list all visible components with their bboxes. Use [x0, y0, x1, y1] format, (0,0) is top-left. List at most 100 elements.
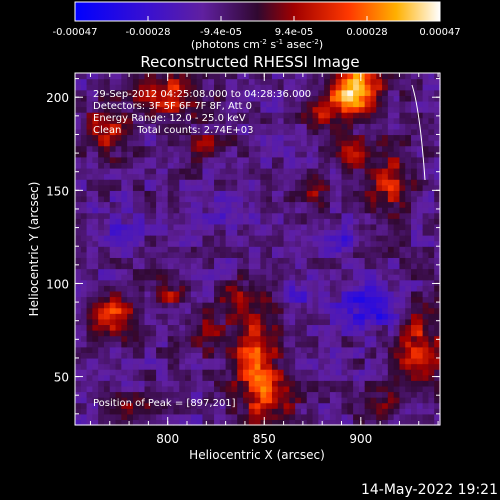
- heatmap-cell: [428, 100, 435, 108]
- heatmap-cell: [324, 335, 331, 342]
- heatmap-cell: [225, 268, 233, 275]
- heatmap-cell: [370, 385, 377, 393]
- heatmap-cell: [202, 290, 209, 298]
- heatmap-cell: [335, 84, 343, 91]
- heatmap-cell: [370, 173, 377, 180]
- heatmap-cell: [434, 235, 441, 242]
- heatmap-cell: [399, 285, 406, 292]
- heatmap-cell: [196, 195, 204, 203]
- heatmap-cell: [411, 318, 418, 326]
- heatmap-cell: [295, 112, 302, 119]
- heatmap-cell: [92, 162, 99, 169]
- heatmap-cell: [387, 207, 395, 214]
- heatmap-cell: [324, 346, 331, 353]
- heatmap-cell: [121, 352, 128, 359]
- heatmap-cell: [277, 290, 285, 298]
- heatmap-cell: [393, 95, 401, 102]
- heatmap-cell: [289, 112, 296, 119]
- heatmap-cell: [127, 117, 134, 124]
- heatmap-cell: [144, 385, 151, 393]
- heatmap-cell: [190, 268, 198, 275]
- heatmap-cell: [75, 212, 82, 219]
- heatmap-cell: [75, 201, 82, 208]
- heatmap-cell: [75, 123, 82, 130]
- heatmap-cell: [103, 123, 111, 130]
- heatmap-cell: [86, 229, 93, 236]
- heatmap-cell: [347, 262, 354, 270]
- heatmap-cell: [103, 112, 111, 119]
- heatmap-cell: [219, 357, 227, 365]
- heatmap-cell: [283, 313, 290, 320]
- heatmap-cell: [358, 279, 366, 286]
- heatmap-cell: [277, 352, 285, 359]
- heatmap-cell: [283, 167, 290, 175]
- heatmap-cell: [289, 268, 296, 275]
- heatmap-cell: [254, 89, 261, 96]
- heatmap-cell: [393, 279, 401, 286]
- heatmap-cell: [127, 229, 134, 236]
- heatmap-cell: [196, 128, 204, 136]
- heatmap-cell: [219, 162, 227, 169]
- heatmap-cell: [132, 167, 140, 175]
- heatmap-cell: [416, 251, 424, 258]
- heatmap-cell: [92, 229, 99, 236]
- heatmap-cell: [416, 391, 424, 398]
- heatmap-cell: [225, 112, 233, 119]
- heatmap-cell: [358, 95, 366, 102]
- heatmap-cell: [185, 313, 192, 320]
- heatmap-cell: [324, 123, 331, 130]
- heatmap-cell: [208, 95, 215, 102]
- heatmap-cell: [382, 374, 389, 381]
- heatmap-cell: [318, 73, 325, 80]
- heatmap-cell: [376, 156, 383, 163]
- heatmap-cell: [196, 335, 204, 342]
- heatmap-cell: [86, 268, 93, 275]
- heatmap-cell: [225, 156, 233, 163]
- heatmap-cell: [219, 335, 227, 342]
- heatmap-cell: [364, 84, 372, 91]
- heatmap-cell: [306, 89, 314, 96]
- heatmap-cell: [103, 296, 111, 303]
- heatmap-cell: [156, 363, 163, 370]
- heatmap-cell: [161, 302, 169, 309]
- heatmap-cell: [335, 290, 343, 298]
- heatmap-cell: [208, 190, 215, 197]
- heatmap-cell: [138, 318, 146, 326]
- heatmap-cell: [399, 357, 406, 365]
- heatmap-cell: [179, 100, 186, 108]
- heatmap-cell: [144, 73, 151, 80]
- heatmap-cell: [295, 89, 302, 96]
- heatmap-cell: [289, 419, 296, 426]
- heatmap-cell: [121, 296, 128, 303]
- heatmap-cell: [318, 380, 325, 387]
- heatmap-cell: [190, 279, 198, 286]
- heatmap-cell: [75, 290, 82, 298]
- heatmap-cell: [237, 151, 244, 158]
- heatmap-cell: [214, 179, 221, 186]
- heatmap-cell: [127, 408, 134, 415]
- heatmap-cell: [219, 290, 227, 298]
- heatmap-cell: [341, 346, 348, 353]
- heatmap-cell: [237, 380, 244, 387]
- heatmap-cell: [277, 229, 285, 236]
- heatmap-cell: [173, 140, 180, 147]
- heatmap-cell: [150, 262, 157, 270]
- heatmap-cell: [75, 363, 82, 370]
- heatmap-cell: [353, 223, 360, 231]
- heatmap-cell: [405, 201, 412, 208]
- heatmap-cell: [382, 84, 389, 91]
- heatmap-cell: [243, 218, 250, 225]
- heatmap-cell: [335, 346, 343, 353]
- heatmap-cell: [243, 408, 250, 415]
- heatmap-cell: [318, 374, 325, 381]
- heatmap-cell: [358, 318, 366, 326]
- heatmap-cell: [237, 212, 244, 219]
- heatmap-cell: [127, 195, 134, 203]
- heatmap-cell: [98, 128, 105, 136]
- heatmap-cell: [434, 84, 441, 91]
- heatmap-cell: [266, 341, 273, 348]
- heatmap-cell: [411, 402, 418, 409]
- heatmap-cell: [127, 302, 134, 309]
- heatmap-cell: [266, 78, 273, 85]
- heatmap-cell: [370, 117, 377, 124]
